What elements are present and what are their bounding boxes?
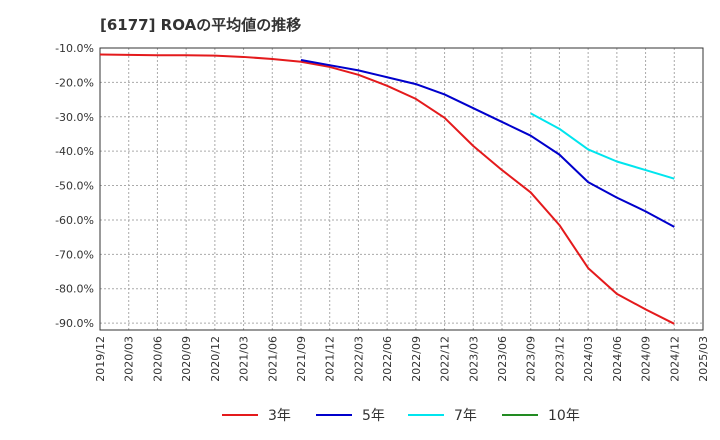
x-tick-label: 2021/03 xyxy=(238,336,251,382)
legend-swatch xyxy=(502,414,538,416)
y-tick-label: -40.0% xyxy=(55,145,94,158)
x-tick-label: 2025/03 xyxy=(697,336,710,382)
y-tick-label: -60.0% xyxy=(55,214,94,227)
legend-label: 5年 xyxy=(362,408,385,424)
legend: 3年 5年 7年 10年 xyxy=(0,398,720,432)
x-tick-label: 2022/12 xyxy=(439,336,452,382)
legend-label: 7年 xyxy=(454,408,477,424)
x-tick-label: 2024/12 xyxy=(668,336,681,382)
legend-item: 3年 xyxy=(222,398,291,432)
legend-label: 10年 xyxy=(548,408,580,424)
legend-item: 7年 xyxy=(408,398,477,432)
y-tick-label: -10.0% xyxy=(55,42,94,55)
legend-swatch xyxy=(222,414,258,416)
y-tick-label: -80.0% xyxy=(55,283,94,296)
x-tick-label: 2023/03 xyxy=(467,336,480,382)
x-tick-label: 2020/06 xyxy=(151,336,164,382)
series-lines xyxy=(99,53,675,325)
legend-swatch xyxy=(316,414,352,416)
x-tick-label: 2020/12 xyxy=(209,336,222,382)
tick-labels: 2019/12 2020/03 2020/06 2020/09 2020/12 2021/… xyxy=(55,42,710,382)
y-tick-label: -90.0% xyxy=(55,317,94,330)
x-tick-label: 2023/12 xyxy=(553,336,566,382)
legend-label: 3年 xyxy=(268,408,291,424)
grid xyxy=(99,47,704,330)
x-tick-label: 2024/06 xyxy=(611,336,624,382)
x-tick-label: 2020/09 xyxy=(180,336,193,382)
y-tick-label: -30.0% xyxy=(55,111,94,124)
x-tick-label: 2022/03 xyxy=(352,336,365,382)
legend-item: 5年 xyxy=(316,398,385,432)
x-tick-label: 2024/03 xyxy=(582,336,595,382)
legend-item: 10年 xyxy=(502,398,580,432)
x-tick-label: 2024/09 xyxy=(640,336,653,382)
legend-swatch xyxy=(408,414,444,416)
plot-area xyxy=(100,48,703,330)
x-tick-label: 2022/09 xyxy=(410,336,423,382)
x-tick-label: 2023/06 xyxy=(496,336,509,382)
y-tick-label: -50.0% xyxy=(55,180,94,193)
y-tick-label: -70.0% xyxy=(55,248,94,261)
x-tick-label: 2021/06 xyxy=(266,336,279,382)
x-tick-label: 2019/12 xyxy=(94,336,107,382)
x-tick-label: 2022/06 xyxy=(381,336,394,382)
series-line-7年 xyxy=(530,112,675,180)
series-line-5年 xyxy=(300,59,675,228)
series-line-3年 xyxy=(99,53,675,325)
x-tick-label: 2021/09 xyxy=(295,336,308,382)
y-tick-label: -20.0% xyxy=(55,76,94,89)
plot-frame xyxy=(99,47,704,331)
axes xyxy=(99,47,704,331)
x-tick-label: 2020/03 xyxy=(123,336,136,382)
x-tick-label: 2021/12 xyxy=(324,336,337,382)
x-tick-label: 2023/09 xyxy=(525,336,538,382)
chart-title: [6177] ROAの平均値の推移 xyxy=(100,16,302,34)
